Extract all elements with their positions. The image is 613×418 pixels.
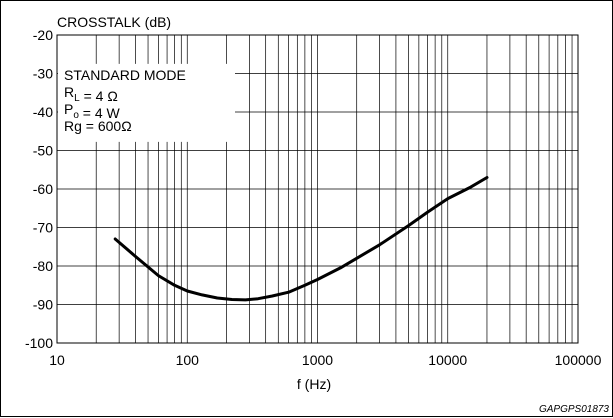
- x-tick-label: 10000: [428, 352, 467, 368]
- y-tick-label: -90: [33, 297, 53, 313]
- y-tick-label: -60: [33, 181, 53, 197]
- legend-line: Rg = 600Ω: [64, 118, 132, 134]
- legend-line: STANDARD MODE: [64, 67, 186, 83]
- y-axis-tick-labels: -20 -30 -40 -50 -60 -70 -80 -90 -100: [25, 27, 53, 351]
- x-axis-tick-labels: 10 100 1000 10000 100000: [49, 352, 601, 368]
- x-tick-label: 100: [176, 352, 200, 368]
- x-tick-label: 1000: [302, 352, 333, 368]
- y-tick-label: -70: [33, 220, 53, 236]
- x-tick-label: 10: [49, 352, 65, 368]
- y-tick-label: -80: [33, 258, 53, 274]
- figure-code-label: GAPGPS01873: [539, 404, 609, 415]
- x-tick-label: 100000: [555, 352, 602, 368]
- y-tick-label: -20: [33, 27, 53, 43]
- y-tick-label: -100: [25, 335, 53, 351]
- y-axis-title: CROSSTALK (dB): [57, 14, 171, 30]
- y-tick-label: -30: [33, 66, 53, 82]
- crosstalk-series-line: [115, 178, 487, 300]
- x-axis-title: f (Hz): [297, 376, 331, 392]
- y-tick-label: -40: [33, 104, 53, 120]
- y-tick-label: -50: [33, 143, 53, 159]
